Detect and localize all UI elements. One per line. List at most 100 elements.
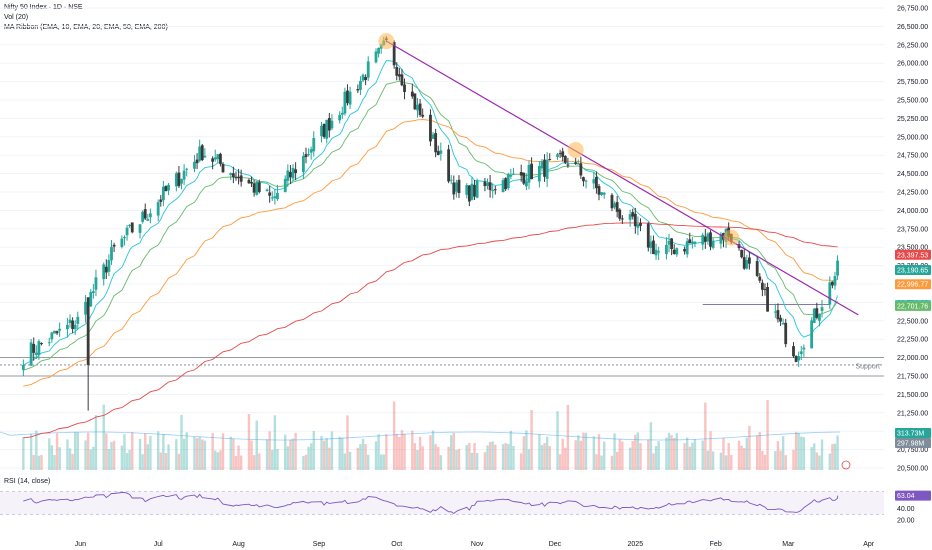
volume-bar: [74, 431, 77, 470]
candle-body: [828, 282, 832, 305]
volume-badge: 313.73M: [897, 431, 924, 438]
volume-bar: [89, 449, 92, 470]
volume-bar: [149, 435, 152, 470]
volume-bar: [392, 401, 396, 470]
volume-bar: [688, 446, 691, 470]
volume-bar: [602, 441, 606, 470]
volume-bar: [675, 433, 679, 470]
volume-bar: [201, 439, 204, 470]
candle-body: [755, 261, 759, 276]
volume-bar: [284, 434, 287, 470]
price-tick-label: 22,500.00: [897, 318, 928, 325]
volume-bar: [802, 437, 806, 470]
volume-bar: [545, 436, 549, 470]
volume-bar: [618, 439, 621, 470]
candle-body: [758, 276, 762, 281]
candle-body: [501, 180, 505, 193]
volume-bar: [670, 435, 673, 470]
candle-body: [338, 114, 342, 121]
candle-body: [597, 186, 601, 195]
candle-body: [397, 74, 401, 77]
candle-body: [556, 154, 559, 158]
candle-body: [257, 182, 261, 192]
candle-body: [504, 178, 508, 190]
volume-bars: [0, 400, 841, 470]
volume-bar: [258, 453, 261, 470]
volume-bar: [592, 436, 596, 470]
candle-body: [706, 233, 710, 242]
volume-bar: [356, 447, 360, 470]
volume-bar: [558, 454, 562, 470]
volume-bar: [175, 439, 178, 470]
volume-bar: [294, 432, 297, 470]
volume-bar: [302, 455, 305, 470]
candle-body: [294, 169, 298, 174]
volume-bar: [48, 438, 51, 470]
volume-bar: [159, 452, 162, 470]
candle-body: [545, 159, 549, 179]
volume-bar: [820, 439, 824, 470]
volume-bar: [815, 452, 819, 470]
volume-bar: [203, 440, 207, 470]
candle-body: [703, 236, 707, 242]
volume-bar: [488, 442, 492, 470]
price-tick-label: 25,000.00: [897, 134, 928, 141]
volume-bar: [309, 443, 313, 470]
volume-bar: [800, 436, 803, 470]
trendline-group[interactable]: [386, 40, 859, 316]
candle-body: [522, 172, 526, 184]
price-tick-label: 25,250.00: [897, 116, 928, 123]
time-tick-label: Mar: [782, 541, 795, 548]
price-tick-label: 25,500.00: [897, 98, 928, 105]
volume-bar: [685, 437, 689, 470]
candle-body: [219, 153, 222, 164]
candle-body: [434, 133, 438, 153]
volume-bar: [53, 455, 56, 470]
volume-bar: [167, 444, 170, 470]
volume-bar: [416, 449, 419, 470]
volume-bar: [193, 436, 196, 470]
volume-bar: [361, 438, 365, 470]
price-badge: 22,701.76: [897, 303, 928, 310]
volume-bar: [512, 446, 515, 470]
volume-bar: [520, 453, 523, 470]
candle-body: [94, 277, 98, 290]
volume-bar: [727, 443, 730, 470]
candle-body: [799, 351, 803, 355]
pivot-marker: [567, 142, 584, 159]
volume-bar: [232, 438, 235, 470]
volume-bar: [693, 439, 697, 470]
candle-body: [211, 158, 215, 162]
candle-body: [156, 202, 160, 216]
candle-body: [579, 163, 583, 176]
candle-body: [413, 93, 417, 110]
candle-body: [348, 91, 352, 105]
volume-bar: [141, 454, 144, 470]
volume-bar: [112, 440, 116, 470]
volume-bar: [434, 444, 437, 470]
candle-body: [457, 179, 461, 194]
candle-body: [436, 151, 440, 155]
candle-body: [797, 356, 801, 361]
volume-bar: [595, 454, 598, 470]
rsi-badge: 63.04: [897, 493, 915, 500]
volume-bar: [304, 454, 308, 470]
candle-body: [812, 308, 816, 323]
volume-bar: [146, 444, 150, 470]
volume-bar: [403, 433, 406, 470]
volume-bar: [180, 414, 183, 470]
time-axis[interactable]: Jun Jul Aug Sep Oct Nov Dec 2025 Feb Mar Apr: [75, 541, 875, 548]
volume-bar: [740, 445, 743, 470]
volume-bar: [452, 432, 455, 470]
volume-bar: [307, 446, 310, 470]
volume-bar: [214, 450, 217, 470]
volume-bar: [144, 433, 147, 470]
volume-bar: [239, 455, 243, 470]
volume-bar: [271, 449, 274, 470]
candle-body: [483, 181, 487, 187]
price-tick-label: 21,500.00: [897, 392, 928, 399]
time-tick-label: 2025: [628, 541, 644, 548]
volume-bar: [320, 435, 323, 470]
volume-bar: [667, 432, 671, 470]
